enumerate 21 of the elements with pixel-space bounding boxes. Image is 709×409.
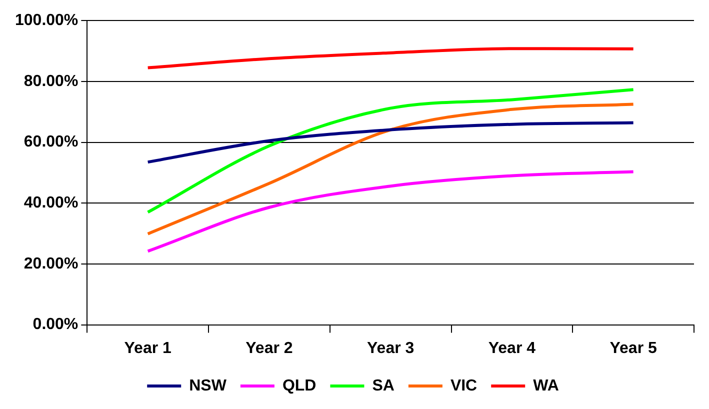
y-tick-label: 0.00%	[32, 316, 78, 334]
legend-label: QLD	[282, 377, 316, 394]
y-tick-label: 100.00%	[14, 12, 78, 30]
y-tick-label: 40.00%	[24, 194, 78, 212]
line-series	[146, 102, 635, 236]
legend-label: NSW	[189, 377, 228, 394]
legend-label: SA	[372, 377, 395, 394]
x-tick-label: Year 3	[367, 340, 414, 357]
line-series	[146, 170, 635, 253]
line-series	[146, 88, 635, 214]
x-tick-label: Year 4	[488, 340, 536, 357]
x-tick-label: Year 1	[124, 340, 172, 357]
x-tick-label: Year 5	[610, 340, 657, 357]
x-tick-label: Year 2	[246, 340, 293, 357]
legend-label: WA	[533, 377, 560, 394]
legend-label: VIC	[450, 377, 478, 394]
line-series	[146, 47, 635, 70]
line-series	[146, 121, 635, 164]
y-tick-label: 20.00%	[24, 255, 78, 272]
y-tick-label: 60.00%	[24, 134, 78, 151]
y-tick-label: 80.00%	[24, 72, 78, 90]
